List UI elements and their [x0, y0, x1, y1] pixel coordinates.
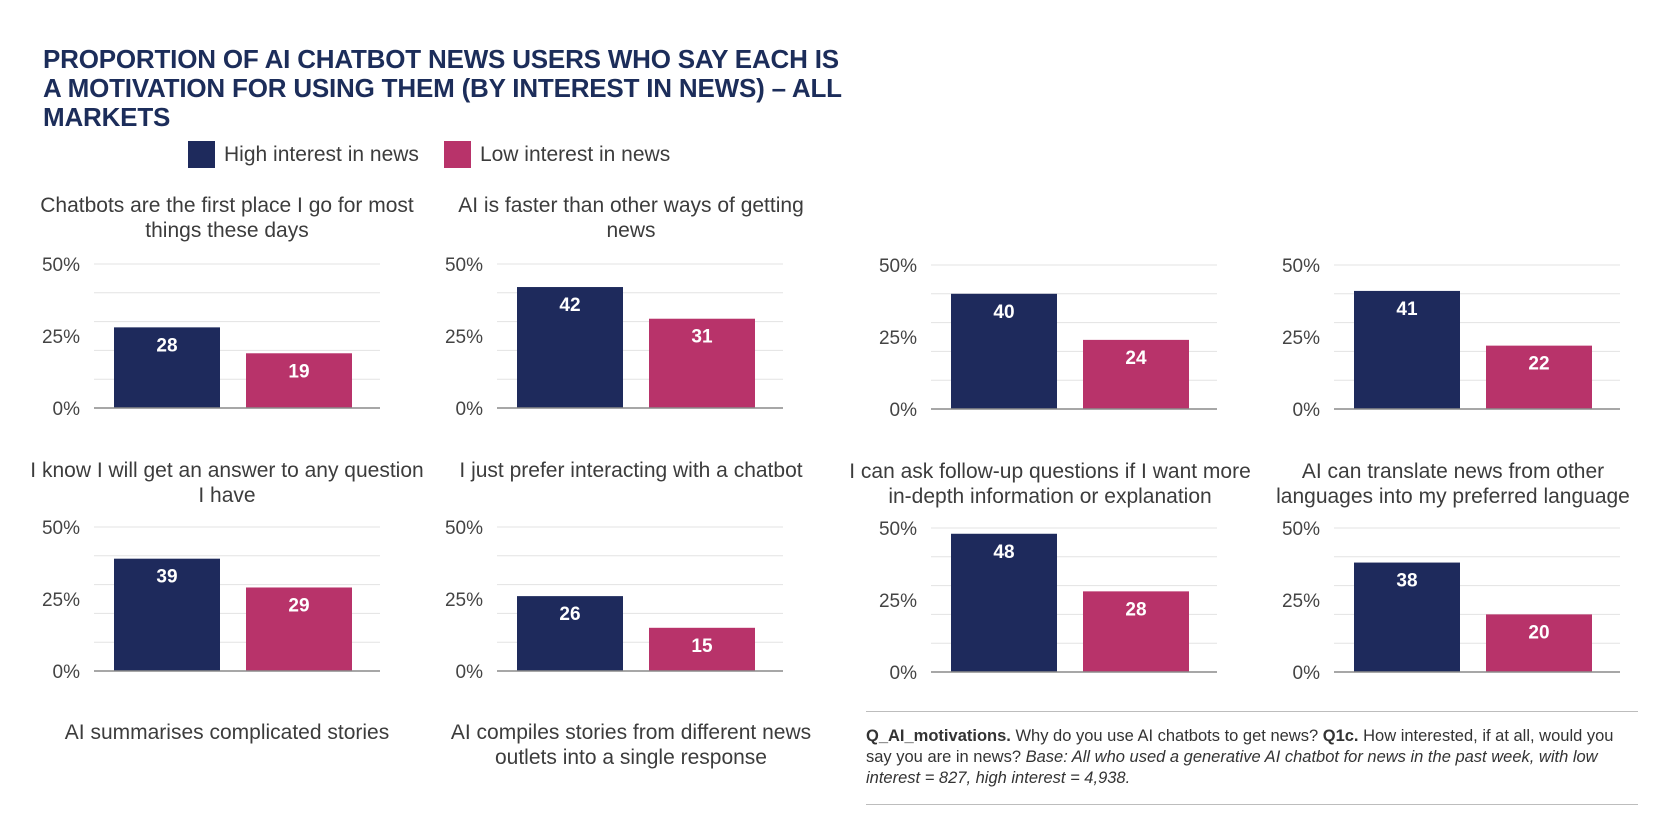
- bar-value-label: 31: [691, 327, 713, 348]
- y-tick-label: 0%: [456, 662, 484, 683]
- bar-high-interest: [951, 293, 1057, 409]
- panel-title-compiles: AI compiles stories from different news …: [450, 721, 812, 769]
- panel-title-summarises: AI summarises complicated stories: [64, 721, 390, 744]
- chart-title: PROPORTION OF AI CHATBOT NEWS USERS WHO …: [43, 44, 842, 132]
- bar-value-label: 29: [288, 595, 309, 616]
- bar-high-interest: [114, 327, 220, 408]
- bar-high-interest: [1354, 290, 1460, 409]
- panel-title-prefer: I just prefer interacting with a chatbot: [459, 459, 803, 482]
- bar-high-interest: [951, 533, 1057, 672]
- bar-high-interest: [1354, 562, 1460, 672]
- y-tick-label: 50%: [445, 518, 483, 539]
- y-tick-label: 0%: [1293, 400, 1321, 421]
- y-tick-label: 0%: [53, 662, 81, 683]
- bar-value-label: 19: [288, 361, 309, 382]
- legend-swatch-high: [188, 141, 215, 168]
- footnote-question-code-2: Q1c.: [1322, 727, 1359, 745]
- footnote-base: Base: All who used a generative AI chatb…: [866, 748, 1598, 787]
- y-tick-label: 25%: [445, 590, 483, 611]
- y-tick-label: 25%: [1282, 328, 1320, 349]
- bar-low-interest: [1486, 345, 1592, 409]
- y-tick-label: 0%: [456, 399, 484, 420]
- y-tick-label: 0%: [890, 663, 918, 684]
- legend-label-low: Low interest in news: [479, 142, 671, 166]
- y-tick-label: 0%: [1293, 663, 1321, 684]
- panel-title-faster: AI is faster than other ways of getting …: [458, 194, 804, 242]
- bar-high-interest: [517, 596, 623, 671]
- y-tick-label: 25%: [42, 327, 80, 348]
- bar-value-label: 39: [156, 567, 177, 588]
- y-tick-label: 0%: [53, 399, 81, 420]
- bar-value-label: 40: [993, 302, 1014, 323]
- footnote: Q_AI_motivations. Why do you use AI chat…: [866, 726, 1636, 789]
- legend-swatch-low: [443, 141, 471, 168]
- bar-value-label: 15: [691, 636, 713, 657]
- bar-low-interest: [649, 627, 755, 671]
- y-tick-label: 50%: [879, 519, 917, 540]
- y-tick-label: 25%: [42, 590, 80, 611]
- bar-low-interest: [1486, 614, 1592, 672]
- bar-value-label: 22: [1528, 354, 1549, 375]
- y-tick-label: 0%: [890, 400, 918, 421]
- bar-value-label: 42: [559, 295, 580, 316]
- footnote-question-text: Why do you use AI chatbots to get news?: [1010, 727, 1323, 745]
- bar-value-label: 48: [993, 542, 1014, 563]
- bar-value-label: 28: [156, 335, 177, 356]
- note-rule-top: [866, 711, 1638, 712]
- footnote-question-text-2: How interested, if at all, would you say…: [866, 727, 1614, 766]
- y-tick-label: 25%: [445, 327, 483, 348]
- bar-low-interest: [1083, 339, 1189, 409]
- y-tick-label: 50%: [1282, 256, 1320, 277]
- bar-high-interest: [114, 558, 220, 671]
- note-rule-bottom: [866, 804, 1638, 805]
- bar-low-interest: [246, 587, 352, 671]
- panel-title-answer: I know I will get an answer to any quest…: [30, 459, 424, 507]
- bar-low-interest: [649, 318, 755, 408]
- y-tick-label: 50%: [42, 255, 80, 276]
- bar-value-label: 41: [1396, 299, 1418, 320]
- bar-value-label: 38: [1396, 571, 1417, 592]
- panel-title-first-place: Chatbots are the first place I go for mo…: [40, 194, 414, 242]
- panel-title-follow-up: I can ask follow-up questions if I want …: [849, 460, 1251, 508]
- panel-title-translate: AI can translate news from other languag…: [1276, 460, 1630, 508]
- bar-value-label: 20: [1528, 622, 1549, 643]
- bar-high-interest: [517, 287, 623, 408]
- bar-value-label: 28: [1125, 599, 1146, 620]
- y-tick-label: 50%: [879, 256, 917, 277]
- y-tick-label: 50%: [445, 255, 483, 276]
- y-tick-label: 50%: [1282, 519, 1320, 540]
- legend: High interest in news Low interest in ne…: [188, 141, 695, 168]
- legend-label-high: High interest in news: [224, 142, 419, 166]
- bar-value-label: 24: [1125, 348, 1147, 369]
- y-tick-label: 25%: [1282, 591, 1320, 612]
- bar-low-interest: [1083, 591, 1189, 672]
- bar-value-label: 26: [559, 604, 580, 625]
- y-tick-label: 25%: [879, 328, 917, 349]
- bar-low-interest: [246, 353, 352, 408]
- footnote-question-code: Q_AI_motivations.: [866, 727, 1011, 745]
- y-tick-label: 25%: [879, 591, 917, 612]
- y-tick-label: 50%: [42, 518, 80, 539]
